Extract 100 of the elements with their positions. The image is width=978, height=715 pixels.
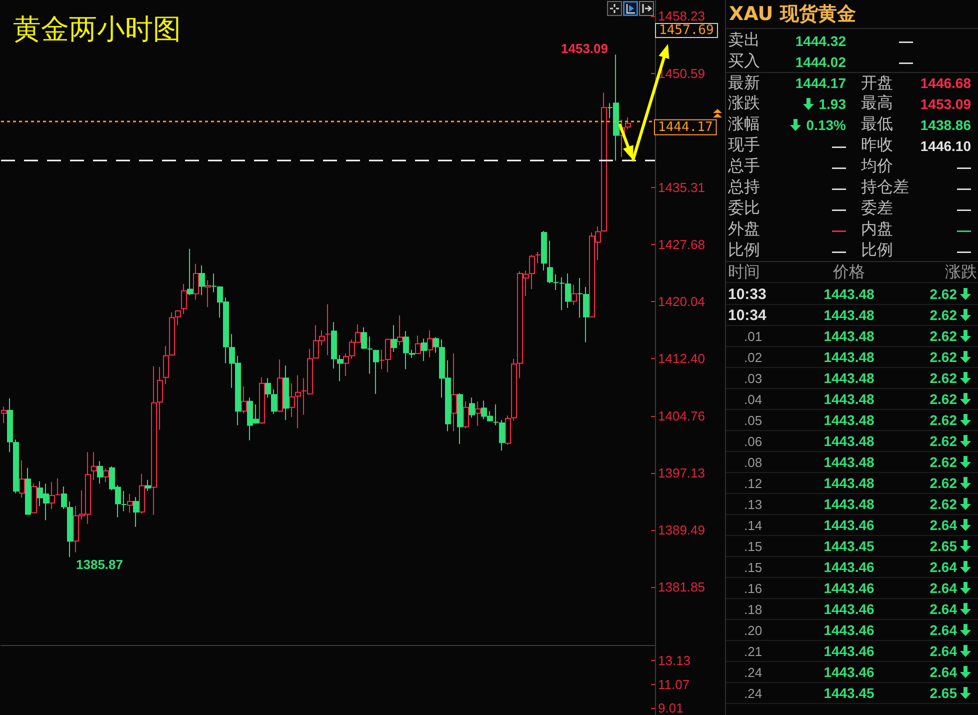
text: 1446.68 — [920, 75, 971, 91]
text: 2.64 — [930, 643, 957, 659]
text: 委比 — [728, 198, 760, 219]
text: 10:33 — [728, 286, 766, 302]
text: 内盘 — [861, 219, 893, 240]
text: — — [957, 242, 971, 258]
text: — — [832, 138, 846, 154]
text: 2.62 — [930, 454, 957, 470]
text: 最高 — [861, 93, 893, 114]
text: .18 — [744, 602, 762, 616]
text: 2.62 — [930, 475, 957, 491]
y-tick-label: 9.01 — [658, 700, 684, 715]
text: .03 — [744, 370, 762, 386]
text: 1457.69 — [655, 23, 718, 38]
annotation: 1385.87 — [76, 557, 123, 572]
y-tick-label: 1427.68 — [658, 237, 705, 252]
text: 1453.09 — [920, 96, 971, 112]
text: 1443.46 — [824, 601, 874, 617]
text: 1.93 — [818, 96, 846, 112]
text: — — [957, 158, 971, 174]
y-tick-label: 1389.49 — [658, 522, 705, 538]
text: 1443.48 — [824, 412, 874, 428]
text: — — [899, 32, 913, 48]
text: 涨幅 — [728, 114, 760, 135]
text: — — [957, 180, 971, 196]
text: — — [957, 222, 971, 238]
text: 总手 — [728, 156, 760, 177]
text: 1443.48 — [824, 475, 874, 491]
text: 0.13% — [806, 116, 846, 132]
text: .20 — [744, 622, 762, 638]
text: 1443.48 — [824, 349, 874, 365]
text: 黄金两小时图 — [13, 12, 181, 46]
text: 10:34 — [728, 306, 766, 324]
text: 2.62 — [930, 307, 957, 323]
text: 2.64 — [930, 580, 957, 596]
text: 2.64 — [930, 559, 957, 575]
y-tick-label: 1404.76 — [658, 408, 705, 424]
text: 卖出 — [728, 30, 760, 51]
y-tick-label: 1420.04 — [658, 294, 705, 310]
text: 1443.45 — [824, 685, 874, 701]
text: 比例 — [728, 240, 760, 261]
text: .15 — [744, 538, 762, 554]
text: 持仓差 — [861, 177, 909, 198]
text: — — [899, 54, 913, 70]
y-tick-label: 1397.13 — [658, 465, 705, 480]
text: 时间 — [728, 262, 760, 283]
text: 昨收 — [861, 135, 893, 156]
text: 比例 — [861, 240, 893, 261]
text: .21 — [744, 644, 762, 658]
text: .08 — [744, 454, 762, 470]
y-tick-label: 1412.40 — [658, 351, 705, 366]
text: 1443.48 — [824, 307, 874, 323]
text: 1443.48 — [824, 328, 874, 344]
text: 1444.17 — [795, 75, 846, 91]
text: .24 — [744, 686, 762, 700]
text: 现手 — [728, 135, 760, 156]
text: 2.62 — [930, 286, 957, 302]
text: 1443.48 — [824, 454, 874, 470]
text: 2.62 — [930, 496, 957, 512]
text: 均价 — [861, 156, 893, 177]
text: 2.65 — [930, 685, 957, 701]
text: .04 — [744, 392, 762, 406]
text: 2.62 — [930, 370, 957, 386]
text: 总持 — [728, 177, 760, 198]
text: .12 — [744, 476, 762, 490]
text: 1443.46 — [824, 664, 874, 680]
text: 1443.46 — [824, 559, 874, 575]
text: .14 — [744, 518, 762, 532]
text: 1443.46 — [824, 517, 874, 533]
text: 2.65 — [930, 538, 957, 554]
text: 1438.86 — [920, 116, 971, 132]
ref-line-label: 1444.17 — [658, 120, 713, 135]
text: — — [832, 200, 846, 216]
text: 涨跌 — [945, 262, 977, 283]
text: 2.62 — [930, 412, 957, 428]
text: .01 — [744, 328, 762, 344]
text: 1443.46 — [824, 643, 874, 659]
text: 涨跌 — [728, 93, 760, 114]
text: — — [832, 158, 846, 174]
text: 买入 — [728, 51, 760, 72]
y-tick-label: 13.13 — [658, 653, 691, 668]
text: 1443.48 — [824, 391, 874, 407]
text: .13 — [744, 496, 762, 512]
text: .06 — [744, 434, 762, 448]
text: 1444.02 — [795, 54, 846, 70]
text: .05 — [744, 412, 762, 428]
text: 1444.32 — [795, 32, 846, 48]
text: 2.64 — [930, 622, 957, 638]
y-tick-label: 1381.85 — [658, 580, 705, 595]
text: .15 — [744, 560, 762, 574]
text: 1443.48 — [824, 433, 874, 449]
text: 2.62 — [930, 349, 957, 365]
text: 2.62 — [930, 433, 957, 449]
text: 最新 — [728, 72, 760, 94]
text: 1443.48 — [824, 370, 874, 386]
text: 开盘 — [861, 72, 893, 94]
text: 外盘 — [728, 219, 760, 240]
y-tick-label: 1435.31 — [658, 180, 705, 196]
text: 委差 — [861, 198, 893, 219]
text: — — [832, 242, 846, 258]
